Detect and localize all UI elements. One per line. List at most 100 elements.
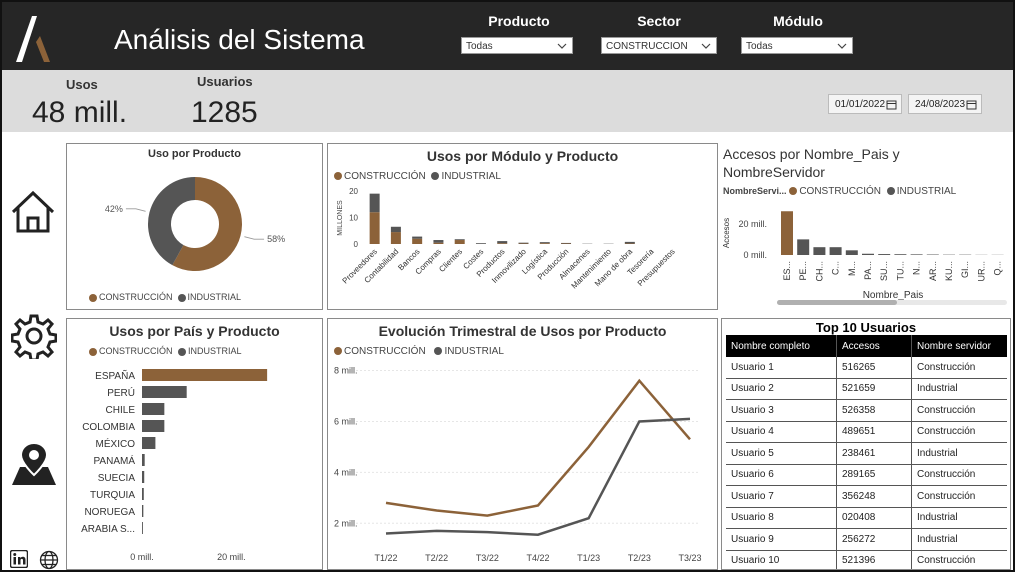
table-cell: Usuario 2: [726, 378, 837, 400]
modulo-dropdown-value: Todas: [746, 41, 773, 52]
chart-title: Accesos por Nombre_Pais y NombreServidor: [723, 146, 900, 180]
table-row[interactable]: Usuario 5 238461 Industrial: [726, 442, 1007, 465]
y-tick-label: 6 mill.: [334, 416, 358, 426]
category-label: ARABIA S...: [81, 524, 135, 535]
table-row[interactable]: Usuario 8 020408 Industrial: [726, 507, 1007, 529]
table-cell: 020408: [836, 507, 912, 529]
legend-label: CONSTRUCCIÓN: [344, 171, 426, 182]
table-row[interactable]: Usuario 7 356248 Construcción: [726, 485, 1007, 508]
column-header[interactable]: Nombre servidor: [911, 335, 1007, 357]
x-tick-label: 20 mill.: [217, 552, 246, 562]
start-date-picker[interactable]: 01/01/2022: [828, 94, 902, 114]
y-tick-label: 0 mill.: [743, 250, 767, 260]
legend-dot-industrial: [178, 347, 187, 356]
bar-segment: [454, 239, 465, 241]
table-cell: Usuario 1: [726, 357, 837, 379]
y-tick-label: 20: [349, 187, 358, 196]
legend-dot-industrial: [434, 347, 443, 356]
calendar-icon: [886, 100, 897, 110]
category-label: PERÚ: [107, 386, 135, 399]
bar-segment: [412, 236, 423, 239]
bar-segment: [518, 242, 529, 244]
globe-icon[interactable]: [39, 550, 59, 570]
trimestral-line-chart: 2 mill. 4 mill. 6 mill. 8 mill. T1/22 T2/22 T3…: [334, 366, 702, 563]
bar: [813, 247, 826, 255]
bar-segment: [412, 238, 423, 244]
chart-title: Usos por Módulo y Producto: [426, 148, 619, 164]
header-bar: Análisis del Sistema Producto Todas Sect…: [2, 2, 1013, 70]
end-date-value: 24/08/2023: [915, 99, 966, 110]
usos-label: Usos: [66, 77, 98, 92]
table-row[interactable]: Usuario 9 256272 Industrial: [726, 528, 1007, 551]
legend-label: CONSTRUCCIÓN: [99, 346, 173, 356]
x-tick-label: T3/23: [678, 553, 701, 563]
bar: [142, 454, 145, 466]
bar: [845, 250, 858, 255]
table-cell: 516265: [836, 357, 912, 379]
usuarios-value: 1285: [191, 96, 258, 129]
bar-segment: [561, 243, 572, 244]
leader-line: [125, 208, 146, 212]
table-cell: Usuario 3: [726, 399, 837, 422]
table-cell: Construcción: [911, 550, 1007, 569]
bar: [797, 239, 810, 255]
chart-legend: CONSTRUCCIÓN INDUSTRIAL: [334, 346, 504, 357]
table-cell: Construcción: [911, 399, 1007, 422]
table-row[interactable]: Usuario 1 516265 Construcción: [726, 357, 1007, 379]
category-label: NORUEGA: [84, 507, 135, 518]
x-tick-label: T1/23: [577, 553, 600, 563]
modulo-dropdown[interactable]: Todas: [741, 37, 853, 54]
series-line: [385, 378, 691, 517]
legend-dot-construccion: [334, 347, 342, 356]
bar-segment: [561, 242, 572, 244]
table-row[interactable]: Usuario 10 521396 Construcción: [726, 550, 1007, 569]
horizontal-scrollbar[interactable]: [777, 300, 1007, 305]
column-header[interactable]: Nombre completo: [726, 335, 837, 357]
table-row[interactable]: Usuario 6 289165 Construcción: [726, 464, 1007, 486]
x-tick-label: Clientes: [437, 247, 464, 274]
scrollbar-thumb[interactable]: [777, 300, 897, 305]
table-row[interactable]: Usuario 4 489651 Construcción: [726, 421, 1007, 443]
filter-label-sector: Sector: [637, 13, 681, 29]
chevron-down-icon: [557, 43, 567, 49]
bar: [894, 254, 907, 255]
legend-dot-construccion: [89, 347, 97, 356]
bar-segment: [433, 240, 444, 243]
sidebar: [2, 132, 64, 570]
bar-segment: [454, 240, 465, 244]
legend-label: CONSTRUCCIÓN: [799, 186, 881, 197]
pais-hbar-chart: ESPAÑA PERÚ CHILE COLOMBIA MÉXICO PANAMÁ SUECI…: [81, 369, 268, 562]
legend-dot-industrial: [886, 187, 895, 196]
producto-dropdown[interactable]: Todas: [461, 37, 573, 54]
x-tick-label: N...: [912, 261, 922, 275]
home-icon[interactable]: [10, 190, 56, 234]
map-pin-icon[interactable]: [10, 441, 58, 487]
gear-icon[interactable]: [11, 313, 57, 359]
table-title: Top 10 Usuarios: [815, 320, 917, 335]
table-row[interactable]: Usuario 2 521659 Industrial: [726, 378, 1007, 400]
x-tick-label: PA...: [863, 261, 873, 280]
column-header[interactable]: Accesos: [836, 335, 912, 357]
end-date-picker[interactable]: 24/08/2023: [908, 94, 982, 114]
legend-title: NombreServi...: [723, 186, 787, 196]
bar-segment: [390, 226, 401, 233]
filter-label-modulo: Módulo: [773, 13, 823, 29]
bar: [142, 488, 144, 500]
table-row[interactable]: Usuario 3 526358 Construcción: [726, 399, 1007, 422]
table-cell: 238461: [836, 442, 912, 465]
x-tick-label: 0 mill.: [130, 552, 154, 562]
y-axis-label: Accesos: [722, 218, 731, 248]
chart-legend: CONSTRUCCIÓN INDUSTRIAL: [89, 346, 242, 356]
y-tick-label: 8 mill.: [334, 366, 358, 376]
bar: [142, 471, 145, 483]
table-cell: Construcción: [911, 464, 1007, 486]
legend-label: INDUSTRIAL: [188, 346, 242, 356]
legend-dot-construccion: [789, 187, 798, 196]
sector-dropdown[interactable]: CONSTRUCCION: [601, 37, 717, 54]
chart-legend: CONSTRUCCIÓN INDUSTRIAL: [334, 171, 501, 182]
x-tick-label: KU...: [944, 261, 954, 281]
chevron-down-icon: [837, 43, 847, 49]
company-logo: [16, 16, 50, 62]
y-tick-label: 20 mill.: [738, 219, 767, 229]
linkedin-icon[interactable]: [10, 550, 28, 568]
